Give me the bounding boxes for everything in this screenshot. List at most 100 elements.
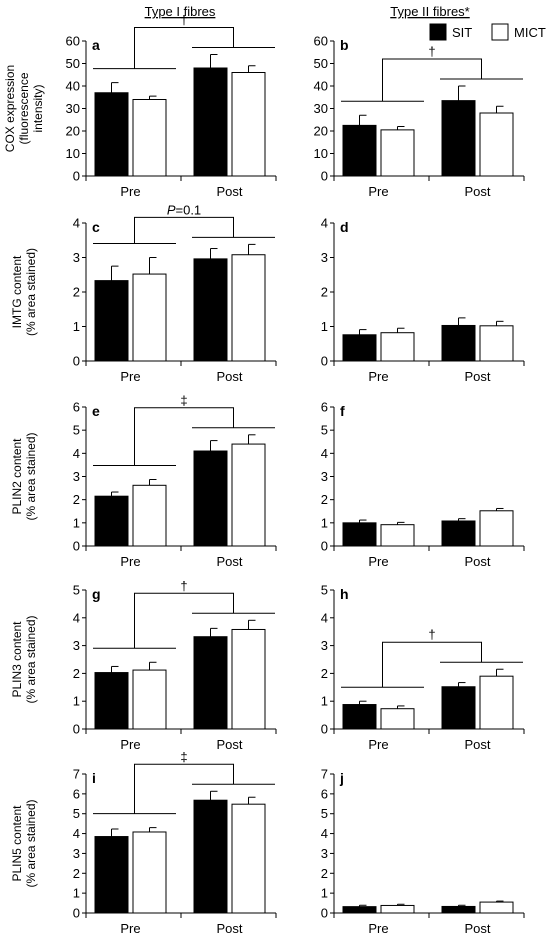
y-axis-label-g: (% area stained) <box>24 615 38 703</box>
y-tick-label-b: 0 <box>321 169 328 184</box>
panel-a: a COX expression (fluorescence intensity) 0 1… <box>3 13 277 199</box>
bar-f-sit-post <box>441 520 476 547</box>
panel-d: d 0 1 2 3 4 Pre Post <box>321 216 525 384</box>
sig-bracket-e <box>134 407 234 466</box>
x-tick-label-j: Post <box>464 921 490 936</box>
y-tick-label-i: 3 <box>73 846 80 861</box>
y-tick-label-h: 2 <box>321 666 328 681</box>
legend-label-mict: MICT <box>514 25 546 40</box>
y-tick-label-i: 2 <box>73 866 80 881</box>
y-axis-label-e: (% area stained) <box>24 432 38 520</box>
y-tick-label-b: 20 <box>314 124 328 139</box>
sig-bracket-i <box>134 763 234 814</box>
y-tick-label-a: 0 <box>73 169 80 184</box>
y-tick-label-g: 0 <box>73 722 80 737</box>
bar-j-sit-post <box>441 905 476 914</box>
y-tick-label-f: 5 <box>321 423 328 438</box>
y-tick-label-b: 30 <box>314 101 328 116</box>
x-tick-label-d: Post <box>464 369 490 384</box>
x-tick-label-d: Pre <box>368 369 388 384</box>
y-tick-label-b: 60 <box>314 34 328 49</box>
panel-label-f: f <box>340 403 345 419</box>
sig-annotation-c: P=0.1 <box>167 202 201 217</box>
bar-e-sit-pre <box>94 495 129 547</box>
bar-e-mict-pre <box>132 484 167 547</box>
sig-annotation-g: † <box>180 578 187 593</box>
y-tick-label-h: 3 <box>321 638 328 653</box>
bar-b-mict-post <box>479 112 514 177</box>
panel-e: e PLIN2 content (% area stained) 0 1 2 3 4 5 6 Pre… <box>10 393 277 569</box>
y-tick-label-e: 1 <box>73 515 80 530</box>
panel-i: i PLIN5 content (% area stained) 0 1 2 3 4 5 6 7 Pr… <box>10 749 277 936</box>
bar-c-sit-post <box>193 258 228 362</box>
x-tick-label-a: Pre <box>120 184 140 199</box>
y-tick-label-j: 6 <box>321 786 328 801</box>
y-tick-label-i: 0 <box>73 906 80 921</box>
y-tick-label-i: 4 <box>73 826 80 841</box>
y-tick-label-f: 3 <box>321 469 328 484</box>
x-tick-label-g: Pre <box>120 737 140 752</box>
y-tick-label-j: 4 <box>321 826 328 841</box>
x-tick-label-c: Post <box>216 369 242 384</box>
panel-h: h 0 1 2 3 4 5 Pre Post † <box>321 583 525 752</box>
bar-j-sit-pre <box>342 906 377 914</box>
y-tick-label-i: 1 <box>73 886 80 901</box>
bar-i-sit-pre <box>94 836 129 914</box>
y-tick-label-a: 60 <box>66 34 80 49</box>
y-tick-label-c: 0 <box>73 354 80 369</box>
y-axis-label-e: PLIN2 content <box>10 438 24 515</box>
panel-label-j: j <box>339 770 344 786</box>
y-tick-label-b: 10 <box>314 146 328 161</box>
y-tick-label-d: 2 <box>321 285 328 300</box>
bar-a-sit-post <box>193 67 228 177</box>
bar-b-sit-pre <box>342 124 377 177</box>
bar-a-sit-pre <box>94 92 129 177</box>
bar-c-mict-post <box>231 254 266 362</box>
sig-bracket-g <box>134 592 234 649</box>
bar-g-sit-post <box>193 636 228 730</box>
y-tick-label-j: 0 <box>321 906 328 921</box>
y-tick-label-a: 30 <box>66 101 80 116</box>
x-tick-label-c: Pre <box>120 369 140 384</box>
bar-h-mict-pre <box>380 708 415 730</box>
bar-d-mict-pre <box>380 332 415 362</box>
y-tick-label-a: 40 <box>66 79 80 94</box>
y-axis-label-i: PLIN5 content <box>10 805 24 882</box>
y-tick-label-b: 50 <box>314 56 328 71</box>
y-axis-label-g: PLIN3 content <box>10 621 24 698</box>
y-tick-label-j: 5 <box>321 806 328 821</box>
sig-annotation-e: ‡ <box>180 393 187 408</box>
legend-swatch-sit <box>429 23 447 41</box>
x-tick-label-i: Post <box>216 921 242 936</box>
panel-b: b 0 10 20 30 40 50 60 Pre Post † <box>314 34 525 199</box>
y-tick-label-g: 1 <box>73 694 80 709</box>
y-tick-label-d: 4 <box>321 216 328 231</box>
y-tick-label-f: 6 <box>321 400 328 415</box>
panel-label-g: g <box>92 586 101 602</box>
y-tick-label-c: 1 <box>73 319 80 334</box>
bar-i-sit-post <box>193 799 228 914</box>
panel-g: g PLIN3 content (% area stained) 0 1 2 3 4 5 Pre P… <box>10 578 277 752</box>
bar-d-sit-post <box>441 324 476 362</box>
bar-h-sit-post <box>441 686 476 730</box>
x-tick-label-e: Pre <box>120 554 140 569</box>
y-tick-label-j: 1 <box>321 886 328 901</box>
y-tick-label-b: 40 <box>314 79 328 94</box>
y-tick-label-h: 0 <box>321 722 328 737</box>
sig-bracket-c <box>134 216 234 244</box>
y-tick-label-f: 4 <box>321 446 328 461</box>
column-title-type-ii: Type II fibres* <box>390 4 469 19</box>
bar-j-mict-pre <box>380 904 415 914</box>
panel-f: f 0 1 2 3 4 5 6 Pre Post <box>321 400 525 569</box>
y-tick-label-d: 3 <box>321 250 328 265</box>
x-tick-label-e: Post <box>216 554 242 569</box>
y-axis-label-i: (% area stained) <box>24 799 38 887</box>
y-tick-label-j: 3 <box>321 846 328 861</box>
bar-h-sit-pre <box>342 704 377 730</box>
y-tick-label-d: 0 <box>321 354 328 369</box>
bar-j-mict-post <box>479 901 514 914</box>
panel-label-d: d <box>340 219 349 235</box>
y-tick-label-d: 1 <box>321 319 328 334</box>
legend-label-sit: SIT <box>452 25 472 40</box>
